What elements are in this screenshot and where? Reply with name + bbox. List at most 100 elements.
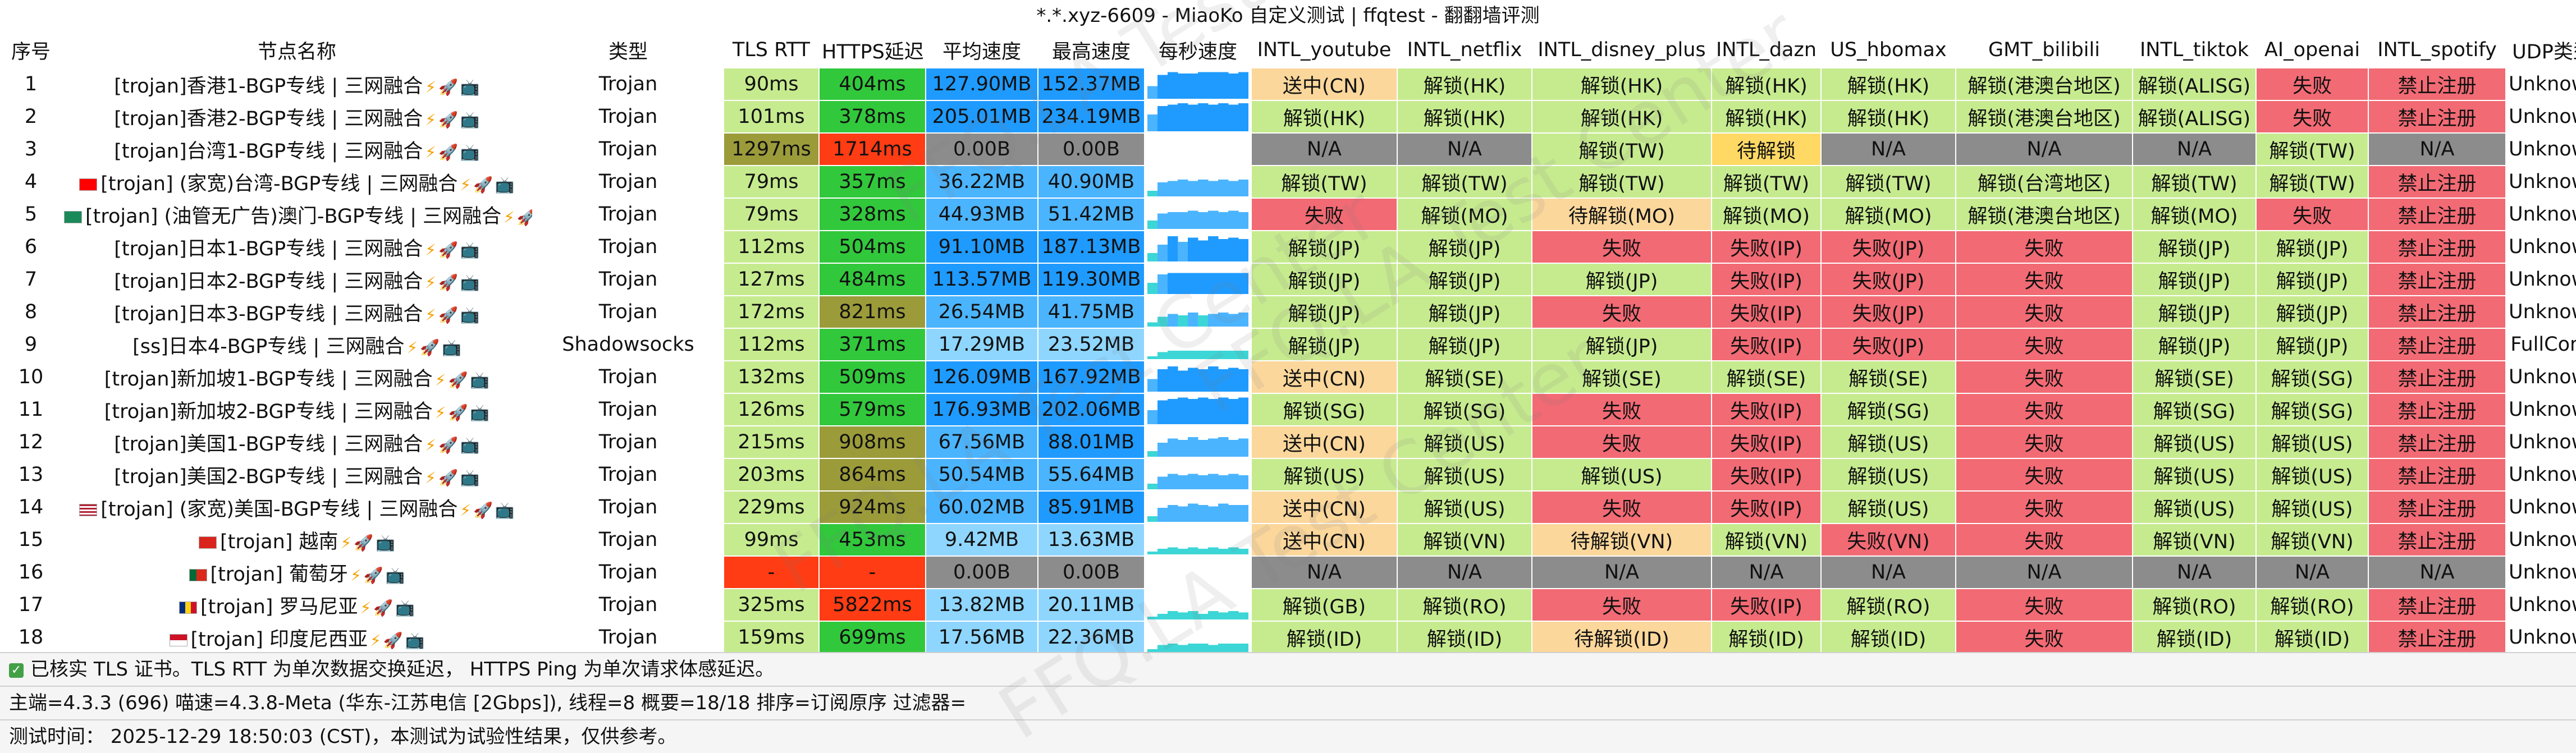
- table-row[interactable]: 16 [trojan] 葡萄牙 ⚡ 🚀 📺 Trojan - -0.00B 0.00B N/A N/…: [0, 555, 2576, 589]
- table-row[interactable]: 12 [trojan]美国1-BGP专线 | 三网融合 ⚡ 🚀 📺 Trojan 215ms…: [0, 425, 2576, 459]
- sparkline-bar: [1208, 506, 1219, 522]
- table-row[interactable]: 2 [trojan]香港2-BGP专线 | 三网融合 ⚡ 🚀 📺 Trojan 101ms 3…: [0, 100, 2576, 134]
- sparkline-bar: [1198, 397, 1209, 424]
- lightning-icon: ⚡: [425, 143, 436, 162]
- sparkline-bar: [1188, 547, 1198, 554]
- sparkline-bar: [1208, 314, 1219, 327]
- openai-unlock-cell: 解锁(US): [2255, 425, 2369, 459]
- tv-icon: 📺: [460, 273, 480, 292]
- table-row[interactable]: 7 [trojan]日本2-BGP专线 | 三网融合 ⚡ 🚀 📺 Trojan 127ms 4…: [0, 263, 2576, 296]
- table-row[interactable]: 13 [trojan]美国2-BGP专线 | 三网融合 ⚡ 🚀 📺 Trojan 203ms…: [0, 458, 2576, 492]
- speed-sparkline: [1147, 397, 1248, 424]
- disney-plus-unlock-cell: 待解锁(MO): [1531, 198, 1712, 231]
- tiktok-unlock-cell: N/A: [2132, 555, 2257, 589]
- tv-icon: 📺: [460, 77, 480, 97]
- openai-unlock-cell: 失败: [2255, 67, 2369, 101]
- sparkline-bar: [1178, 440, 1188, 457]
- youtube-unlock-cell: 失败: [1251, 198, 1398, 231]
- avg-speed-cell: 205.01MB: [925, 100, 1038, 134]
- sparkline-bar: [1188, 104, 1198, 131]
- row-index: 17: [0, 588, 62, 622]
- table-row[interactable]: 14 [trojan] (家宽)美国-BGP专线 | 三网融合 ⚡ 🚀 📺 Trojan 2…: [0, 490, 2576, 524]
- col-header-max-speed[interactable]: 最高速度: [1037, 31, 1145, 68]
- col-header-youtube[interactable]: INTL_youtube: [1251, 31, 1398, 68]
- https-delay-cell: 699ms: [818, 621, 926, 654]
- col-header-tls-rtt[interactable]: TLS RTT: [723, 31, 820, 68]
- sparkline-bar: [1198, 369, 1209, 392]
- sparkline-bar: [1198, 549, 1209, 554]
- netflix-unlock-cell: 解锁(JP): [1397, 295, 1532, 329]
- sparkline-bar: [1218, 369, 1229, 392]
- col-header-avg-speed[interactable]: 平均速度: [925, 31, 1038, 68]
- col-header-tiktok[interactable]: INTL_tiktok: [2132, 31, 2257, 68]
- spotify-unlock-cell: 禁止注册: [2368, 100, 2506, 134]
- speed-sparkline: [1147, 351, 1248, 359]
- table-row[interactable]: 17 [trojan] 罗马尼亚 ⚡ 🚀 📺 Trojan 325ms 5822ms 13.82…: [0, 588, 2576, 622]
- spotify-unlock-cell: 禁止注册: [2368, 263, 2506, 296]
- sparkline-bar: [1168, 644, 1178, 652]
- youtube-unlock-cell: 解锁(GB): [1251, 588, 1398, 622]
- table-row[interactable]: 11 [trojan]新加坡2-BGP专线 | 三网融合 ⚡ 🚀 📺 Trojan 126m…: [0, 393, 2576, 426]
- node-type: Trojan: [532, 230, 724, 264]
- lightning-icon: ⚡: [406, 338, 418, 357]
- table-row[interactable]: 10 [trojan]新加坡1-BGP专线 | 三网融合 ⚡ 🚀 📺 Trojan 132m…: [0, 360, 2576, 394]
- tv-icon: 📺: [460, 305, 480, 324]
- openai-unlock-cell: 解锁(JP): [2255, 230, 2369, 264]
- table-row[interactable]: 18 [trojan] 印度尼西亚 ⚡ 🚀 📺 Trojan 159ms 699ms 17.56…: [0, 621, 2576, 654]
- col-header-netflix[interactable]: INTL_netflix: [1397, 31, 1532, 68]
- table-row[interactable]: 15 [trojan] 越南 ⚡ 🚀 📺 Trojan 99ms 453ms 9.42MB 13.…: [0, 523, 2576, 557]
- avg-speed-cell: 17.29MB: [925, 328, 1038, 361]
- col-header-hbomax[interactable]: US_hbomax: [1820, 31, 1956, 68]
- col-header-disney-plus[interactable]: INTL_disney_plus: [1531, 31, 1712, 68]
- table-row[interactable]: 5[trojan] (油管无广告)澳门-BGP专线 | 三网融合⚡🚀📺Troja…: [0, 198, 2576, 231]
- bilibili-unlock-cell: 失败: [1955, 230, 2133, 264]
- sparkline-bar: [1157, 443, 1168, 457]
- netflix-unlock-cell: 解锁(JP): [1397, 230, 1532, 264]
- sparkline-bar: [1168, 181, 1178, 196]
- avg-speed-cell: 0.00B: [925, 132, 1038, 166]
- table-row[interactable]: 6 [trojan]日本1-BGP专线 | 三网融合 ⚡ 🚀 📺 Trojan 112ms 5…: [0, 230, 2576, 264]
- lightning-icon: ⚡: [425, 110, 436, 129]
- table-row[interactable]: 9 [ss]日本4-BGP专线 | 三网融合 ⚡ 🚀 📺 Shadowsocks 112ms…: [0, 328, 2576, 361]
- node-name: [trojan]香港1-BGP专线 | 三网融合: [114, 75, 423, 98]
- sparkline-bar: [1178, 242, 1188, 261]
- tls-rtt-cell: -: [723, 555, 820, 589]
- node-type: Trojan: [532, 100, 724, 134]
- sparkline-bar: [1208, 645, 1219, 652]
- table-row[interactable]: 1 [trojan]香港1-BGP专线 | 三网融合 ⚡ 🚀 📺 Trojan 90ms 40…: [0, 67, 2576, 101]
- flag-icon-mo: [64, 210, 82, 223]
- tv-icon: 📺: [385, 566, 405, 585]
- sparkline-bar: [1228, 351, 1239, 359]
- col-header-dazn[interactable]: INTL_dazn: [1711, 31, 1822, 68]
- table-row[interactable]: 8 [trojan]日本3-BGP专线 | 三网融合 ⚡ 🚀 📺 Trojan 172ms 8…: [0, 295, 2576, 329]
- col-header-type[interactable]: 类型: [532, 31, 724, 68]
- col-header-spotify[interactable]: INTL_spotify: [2368, 31, 2506, 68]
- speed-sparkline: [1147, 611, 1248, 619]
- table-row[interactable]: 3 [trojan]台湾1-BGP专线 | 三网融合 ⚡ 🚀 📺 Trojan 1297ms…: [0, 132, 2576, 166]
- sparkline-bar: [1218, 644, 1229, 652]
- disney-plus-unlock-cell: 解锁(HK): [1531, 67, 1712, 101]
- tiktok-unlock-cell: 解锁(ID): [2132, 621, 2257, 654]
- max-speed-cell: 51.42MB: [1037, 198, 1145, 231]
- sparkline-bar: [1228, 399, 1239, 424]
- sparkline-bar: [1168, 399, 1178, 424]
- dazn-unlock-cell: 失败(IP): [1711, 295, 1822, 329]
- col-header-https-delay[interactable]: HTTPS延迟: [818, 31, 926, 68]
- col-header-openai[interactable]: AI_openai: [2255, 31, 2369, 68]
- table-row[interactable]: 4 [trojan] (家宽)台湾-BGP专线 | 三网融合 ⚡ 🚀 📺 Trojan 79…: [0, 165, 2576, 199]
- node-type: Trojan: [532, 393, 724, 426]
- https-delay-cell: 821ms: [818, 295, 926, 329]
- sparkline-bar: [1228, 474, 1239, 489]
- col-header-udp-type[interactable]: UDP类型: [2505, 31, 2576, 68]
- spotify-unlock-cell: 禁止注册: [2368, 328, 2506, 361]
- sparkline-bar: [1168, 438, 1178, 457]
- col-header-index[interactable]: 序号: [0, 31, 62, 68]
- tls-rtt-cell: 159ms: [723, 621, 820, 654]
- col-header-bilibili[interactable]: GMT_bilibili: [1955, 31, 2133, 68]
- sparkline-bar: [1157, 106, 1168, 131]
- col-header-node-name[interactable]: 节点名称: [61, 31, 533, 68]
- col-header-per-second-speed[interactable]: 每秒速度: [1144, 31, 1252, 68]
- node-type: Trojan: [532, 425, 724, 459]
- sparkline-bar: [1238, 239, 1248, 261]
- max-speed-cell: 187.13MB: [1037, 230, 1145, 264]
